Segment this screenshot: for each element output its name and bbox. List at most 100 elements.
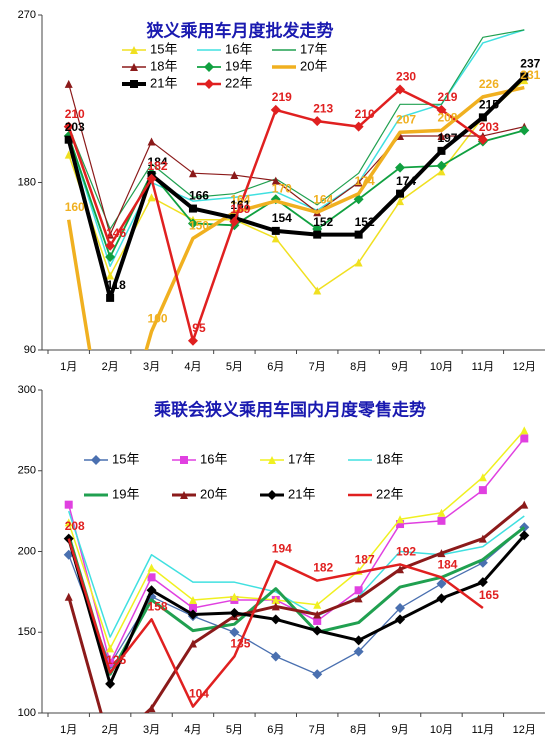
legend-label: 20年 xyxy=(200,486,227,501)
marker xyxy=(267,490,277,500)
x-tick-label: 2月 xyxy=(102,724,119,736)
data-label: 95 xyxy=(192,321,206,335)
marker xyxy=(353,121,364,132)
x-tick-label: 10月 xyxy=(430,724,453,736)
marker xyxy=(64,518,73,527)
data-label: 203 xyxy=(65,120,85,134)
marker xyxy=(353,646,364,657)
marker xyxy=(64,79,73,88)
marker xyxy=(270,614,281,625)
marker xyxy=(146,585,157,596)
data-label: 187 xyxy=(355,553,375,567)
marker xyxy=(271,595,280,604)
legend-label: 17年 xyxy=(300,41,327,56)
marker xyxy=(229,216,240,227)
marker xyxy=(106,644,115,653)
data-label: 150 xyxy=(189,219,209,233)
series-line xyxy=(67,503,526,713)
marker xyxy=(354,586,363,595)
marker xyxy=(396,197,405,206)
data-label: 184 xyxy=(148,155,168,169)
data-label: 194 xyxy=(272,541,292,555)
data-label: 158 xyxy=(148,600,168,614)
x-tick-label: 12月 xyxy=(513,724,536,736)
marker xyxy=(63,121,74,132)
marker xyxy=(437,549,446,558)
x-tick-label: 3月 xyxy=(143,361,160,373)
x-tick-label: 2月 xyxy=(102,361,119,373)
legend-label: 18年 xyxy=(150,58,177,73)
series-line xyxy=(66,74,526,300)
marker xyxy=(437,146,446,155)
data-label: 192 xyxy=(396,545,416,559)
data-label: 146 xyxy=(106,226,126,240)
y-tick-label: 90 xyxy=(24,344,36,356)
data-label: 170 xyxy=(272,181,292,195)
x-tick-label: 8月 xyxy=(350,724,367,736)
marker xyxy=(478,473,487,482)
marker xyxy=(64,150,73,159)
legend-label: 19年 xyxy=(112,486,139,501)
data-label: 174 xyxy=(396,174,416,188)
legend-label: 22年 xyxy=(376,486,403,501)
marker xyxy=(313,610,322,619)
x-tick-label: 9月 xyxy=(391,361,408,373)
data-label: 118 xyxy=(106,278,126,292)
data-label: 165 xyxy=(479,588,499,602)
data-label: 152 xyxy=(313,215,333,229)
data-label: 182 xyxy=(313,561,333,575)
series-line xyxy=(67,129,525,258)
marker xyxy=(64,135,73,144)
y-tick-label: 100 xyxy=(18,707,36,719)
x-tick-label: 1月 xyxy=(60,724,77,736)
data-label: 231 xyxy=(520,68,540,82)
x-tick-label: 6月 xyxy=(267,724,284,736)
x-tick-label: 10月 xyxy=(430,361,453,373)
marker xyxy=(436,104,447,115)
marker xyxy=(188,204,197,213)
marker xyxy=(130,80,138,88)
marker xyxy=(271,226,280,235)
marker xyxy=(130,46,138,54)
x-tick-label: 7月 xyxy=(309,724,326,736)
legend-label: 16年 xyxy=(225,41,252,56)
data-label: 219 xyxy=(437,90,457,104)
marker xyxy=(147,573,156,582)
marker xyxy=(478,113,487,122)
marker xyxy=(230,171,239,180)
data-label: 197 xyxy=(437,131,457,145)
x-tick-label: 12月 xyxy=(513,361,536,373)
data-label: 125 xyxy=(106,653,126,667)
marker xyxy=(187,609,198,620)
x-tick-label: 4月 xyxy=(184,361,201,373)
legend-label: 20年 xyxy=(300,58,327,73)
series-line xyxy=(67,534,526,686)
data-label: 154 xyxy=(272,211,292,225)
y-tick-label: 300 xyxy=(18,384,36,396)
x-tick-label: 3月 xyxy=(143,724,160,736)
data-label: 208 xyxy=(65,519,85,533)
marker xyxy=(188,595,197,604)
marker xyxy=(204,62,214,72)
x-tick-label: 4月 xyxy=(184,724,201,736)
legend-label: 18年 xyxy=(376,451,403,466)
data-label: 152 xyxy=(355,215,375,229)
plot xyxy=(63,29,530,350)
marker xyxy=(180,456,188,464)
marker xyxy=(204,79,214,89)
data-label: 159 xyxy=(230,202,250,216)
marker xyxy=(354,594,363,603)
series-line xyxy=(68,83,525,236)
marker xyxy=(229,627,240,638)
x-tick-label: 8月 xyxy=(350,361,367,373)
marker xyxy=(354,258,363,267)
marker xyxy=(519,530,530,541)
marker xyxy=(354,178,363,187)
marker xyxy=(147,563,156,572)
marker xyxy=(312,116,323,127)
legend-label: 21年 xyxy=(288,486,315,501)
marker xyxy=(478,486,487,495)
y-tick-label: 270 xyxy=(18,9,36,21)
marker xyxy=(478,534,487,543)
